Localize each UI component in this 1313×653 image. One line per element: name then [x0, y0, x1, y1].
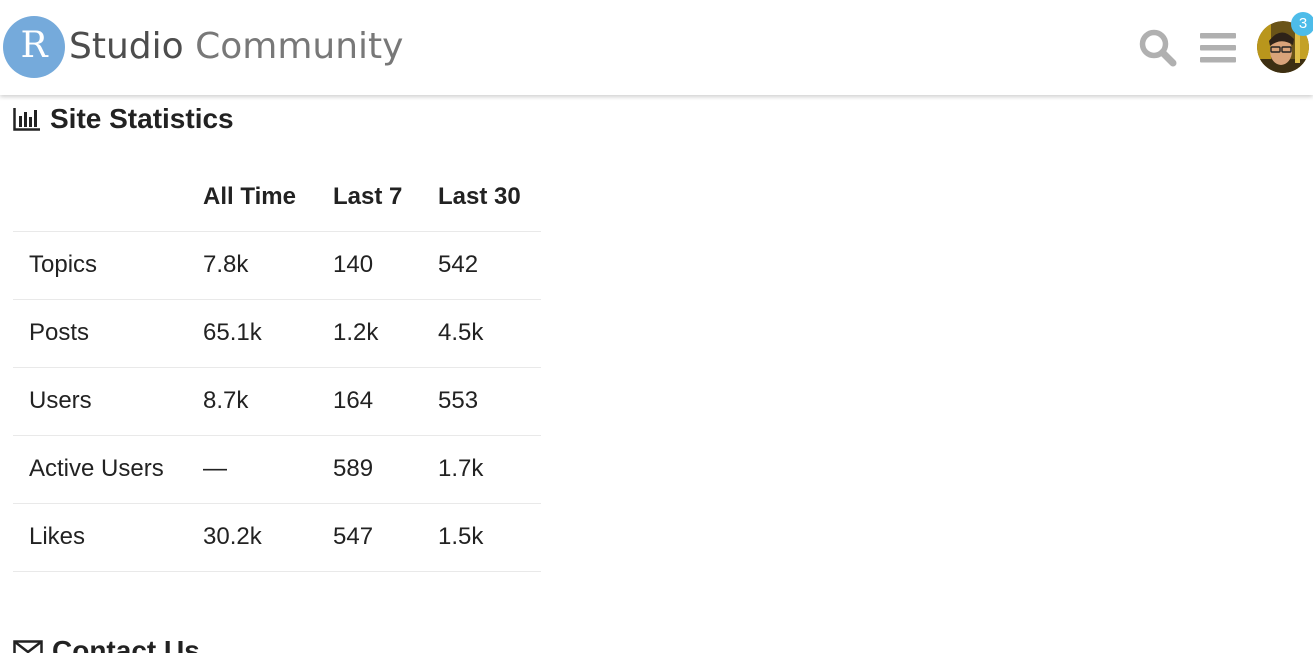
user-menu-button[interactable]: 3	[1257, 12, 1313, 73]
site-logo-link[interactable]: R Studio Community	[3, 16, 403, 78]
site-name-primary: Studio	[69, 26, 184, 67]
site-name: Studio Community	[69, 29, 403, 65]
last-7-value: 164	[333, 367, 438, 436]
row-label: Likes	[13, 503, 203, 572]
menu-button[interactable]	[1200, 30, 1238, 66]
table-row: Topics 7.8k 140 542	[13, 231, 541, 300]
last-30-value: 553	[438, 367, 541, 436]
table-row: Active Users — 589 1.7k	[13, 435, 541, 504]
all-time-value: 30.2k	[203, 503, 333, 572]
bar-chart-icon	[13, 108, 40, 131]
last-7-value: 547	[333, 503, 438, 572]
row-label: Posts	[13, 299, 203, 368]
last-7-value: 140	[333, 231, 438, 300]
last-30-value: 1.7k	[438, 435, 541, 504]
table-row: Posts 65.1k 1.2k 4.5k	[13, 299, 541, 368]
search-button[interactable]	[1138, 28, 1178, 68]
all-time-value: 65.1k	[203, 299, 333, 368]
contact-us-heading: Contact Us	[13, 635, 200, 653]
rstudio-logo-icon: R	[3, 16, 65, 78]
last-7-value: 589	[333, 435, 438, 504]
header-cell-blank	[13, 164, 203, 232]
header-all-time: All Time	[203, 164, 333, 232]
all-time-value: 7.8k	[203, 231, 333, 300]
last-7-value: 1.2k	[333, 299, 438, 368]
all-time-value: 8.7k	[203, 367, 333, 436]
site-statistics-heading: Site Statistics	[13, 103, 234, 135]
all-time-value: —	[203, 435, 333, 504]
table-row: Users 8.7k 164 553	[13, 367, 541, 436]
search-icon	[1139, 29, 1177, 67]
envelope-icon	[13, 640, 43, 653]
notification-badge[interactable]: 3	[1291, 12, 1313, 36]
header-last-7: Last 7	[333, 164, 438, 232]
last-30-value: 1.5k	[438, 503, 541, 572]
table-header-row: All Time Last 7 Last 30	[13, 164, 541, 232]
about-page-content: Site Statistics All Time Last 7 Last 30 …	[0, 95, 1313, 653]
site-name-secondary: Community	[195, 26, 404, 67]
logo-letter: R	[20, 25, 48, 66]
row-label: Topics	[13, 231, 203, 300]
hamburger-menu-icon	[1200, 33, 1236, 63]
site-statistics-title: Site Statistics	[50, 103, 234, 134]
header-last-30: Last 30	[438, 164, 541, 232]
site-header: R Studio Community	[0, 0, 1313, 95]
table-row: Likes 30.2k 547 1.5k	[13, 503, 541, 572]
last-30-value: 542	[438, 231, 541, 300]
row-label: Active Users	[13, 435, 203, 504]
row-label: Users	[13, 367, 203, 436]
last-30-value: 4.5k	[438, 299, 541, 368]
contact-us-title: Contact Us	[52, 635, 200, 653]
site-statistics-table: All Time Last 7 Last 30 Topics 7.8k 140 …	[13, 164, 541, 572]
